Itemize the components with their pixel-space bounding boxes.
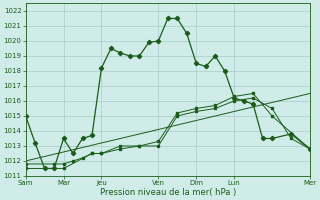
X-axis label: Pression niveau de la mer( hPa ): Pression niveau de la mer( hPa ) (100, 188, 236, 197)
